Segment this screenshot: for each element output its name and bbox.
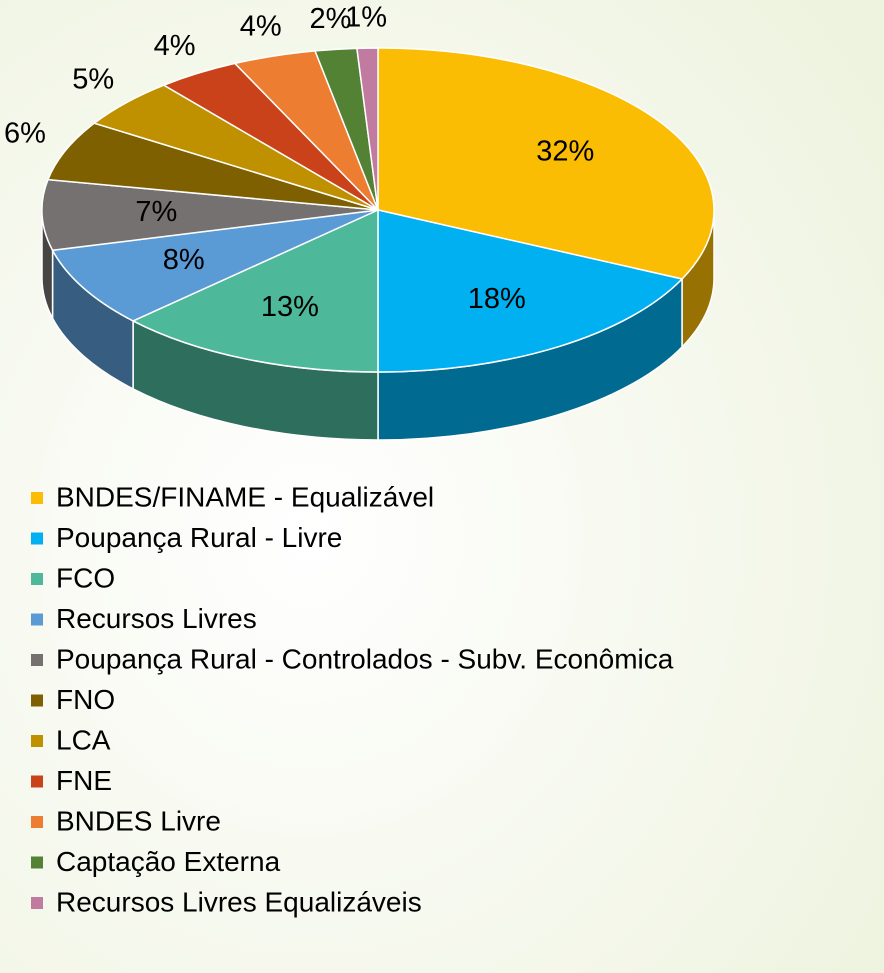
legend-swatch [31, 816, 43, 828]
legend-swatch [31, 856, 43, 869]
legend-swatch [31, 532, 43, 545]
legend-label: FNO [56, 684, 115, 715]
legend-swatch [31, 613, 43, 626]
legend-label: Poupança Rural - Controlados - Subv. Eco… [56, 643, 674, 674]
legend-label: Captação Externa [56, 846, 281, 877]
legend-label: FNE [56, 765, 112, 796]
pie-slice [131, 208, 379, 373]
pie-slice [51, 209, 379, 322]
data-label: 5% [72, 64, 114, 96]
legend-swatch [31, 654, 43, 666]
pie-slice [41, 178, 379, 252]
pie-slice [46, 122, 379, 211]
data-label: 7% [135, 196, 177, 228]
pie-slice [377, 209, 684, 373]
legend-label: Recursos Livres [56, 603, 257, 634]
data-label: 6% [4, 117, 46, 149]
legend-swatch [31, 775, 43, 788]
legend-swatch [31, 694, 43, 707]
pie-slice [377, 47, 715, 280]
legend-swatch [31, 897, 43, 909]
legend-label: BNDES/FINAME - Equalizável [56, 481, 434, 512]
data-label: 18% [468, 283, 526, 315]
legend-label: FCO [56, 562, 115, 593]
legend-label: LCA [56, 724, 111, 755]
data-label: 1% [345, 2, 387, 34]
data-label: 2% [309, 3, 351, 35]
legend-label: BNDES Livre [56, 805, 221, 836]
data-label: 8% [163, 244, 205, 276]
data-label: 4% [154, 30, 196, 62]
data-label: 4% [240, 11, 282, 43]
data-label: 32% [536, 135, 594, 167]
legend-swatch [31, 492, 43, 504]
legend-swatch [31, 573, 43, 585]
data-label: 13% [261, 291, 319, 323]
legend-label: Poupança Rural - Livre [56, 522, 342, 553]
legend-label: Recursos Livres Equalizáveis [56, 886, 422, 917]
pie-slice [356, 47, 379, 211]
legend-swatch [31, 735, 43, 747]
